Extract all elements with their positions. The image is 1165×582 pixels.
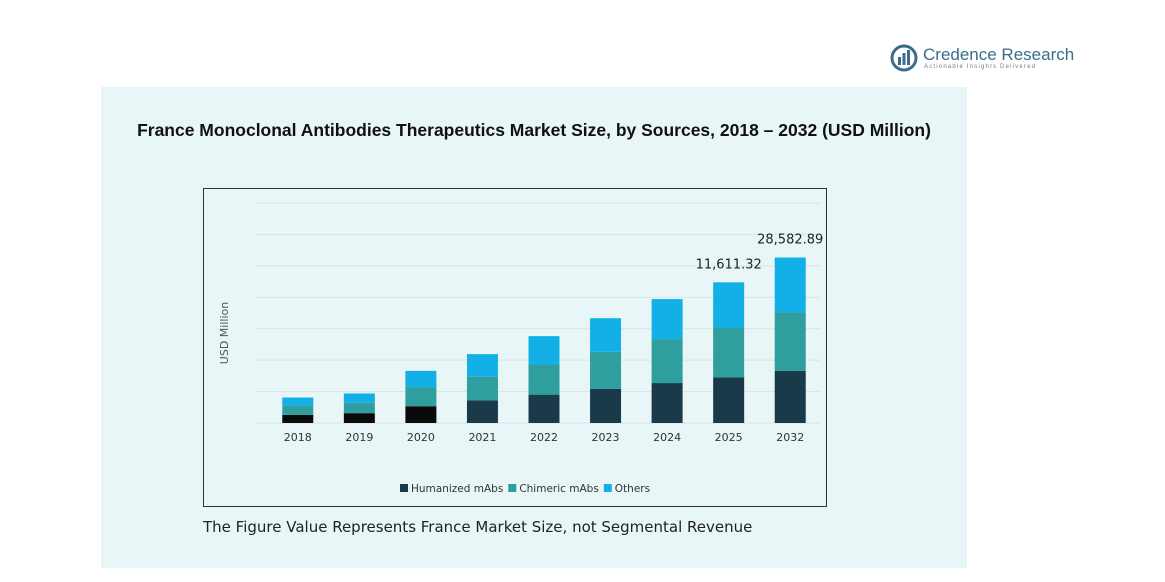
x-tick-label: 2023 [592,431,620,444]
bar-chimeric-mabs-2025 [713,327,745,378]
bar-humanized-mabs-2022 [528,394,560,423]
bar-humanized-mabs-2032 [774,370,806,423]
bar-humanized-mabs-2024 [651,383,683,423]
x-tick-label: 2024 [653,431,681,444]
bar-chimeric-mabs-2021 [466,376,498,401]
bar-others-2021 [466,354,498,377]
x-tick-label: 2032 [776,431,804,444]
chart-logo-icon [890,44,918,72]
bar-others-2023 [590,318,622,352]
legend-label: Others [615,483,650,495]
x-tick-label: 2021 [468,431,496,444]
bar-humanized-mabs-2019 [343,413,375,423]
bar-humanized-mabs-2020 [405,406,437,423]
bar-others-2018 [282,397,314,406]
bar-others-2019 [343,393,375,403]
stacked-bar-chart: USD Million 2018 2019 2020 2021 2022 2023 2024 2… [218,202,823,495]
chart-title: France Monoclonal Antibodies Therapeutic… [137,120,931,140]
chart-frame: USD Million 2018 2019 2020 2021 2022 2023 2024 2… [203,188,827,507]
x-tick-label: 2020 [407,431,435,444]
bar-others-2025 [713,282,745,328]
bar-chimeric-mabs-2022 [528,364,560,395]
x-tick-label: 2019 [345,431,373,444]
bar-humanized-mabs-2021 [466,400,498,423]
chart-area: USD Million 2018 2019 2020 2021 2022 2023 2024 2… [204,189,826,510]
bar-chimeric-mabs-2018 [282,405,314,415]
legend-swatch [400,484,408,492]
data-label: 11,611.32 [696,257,762,272]
y-axis-label: USD Million [218,302,231,364]
bar-chimeric-mabs-2032 [774,312,806,371]
bar-humanized-mabs-2023 [590,388,622,423]
bar-others-2024 [651,299,683,340]
legend-swatch [603,484,612,492]
legend-label: Chimeric mAbs [519,483,598,495]
bar-humanized-mabs-2018 [282,414,314,423]
bar-others-2020 [405,370,437,388]
legend-swatch [508,484,517,492]
legend-label: Humanized mAbs [411,483,503,495]
x-tick-label: 2018 [284,431,312,444]
bar-chimeric-mabs-2024 [651,339,683,384]
bar-others-2022 [528,336,560,365]
data-label: 28,582.89 [757,233,823,248]
brand-tagline: Actionable Insights Delivered [924,64,1037,70]
x-tick-label: 2022 [530,431,558,444]
bar-chimeric-mabs-2019 [343,402,375,414]
x-tick-label: 2025 [715,431,743,444]
chart-panel: France Monoclonal Antibodies Therapeutic… [101,87,967,568]
bar-others-2032 [774,257,806,313]
brand-name: Credence Research [923,45,1075,64]
brand-logo: Credence Research Actionable Insights De… [890,44,1075,74]
bar-humanized-mabs-2025 [713,377,745,423]
chart-note: The Figure Value Represents France Marke… [203,518,753,536]
bar-chimeric-mabs-2023 [590,351,622,389]
bar-chimeric-mabs-2020 [405,387,437,407]
